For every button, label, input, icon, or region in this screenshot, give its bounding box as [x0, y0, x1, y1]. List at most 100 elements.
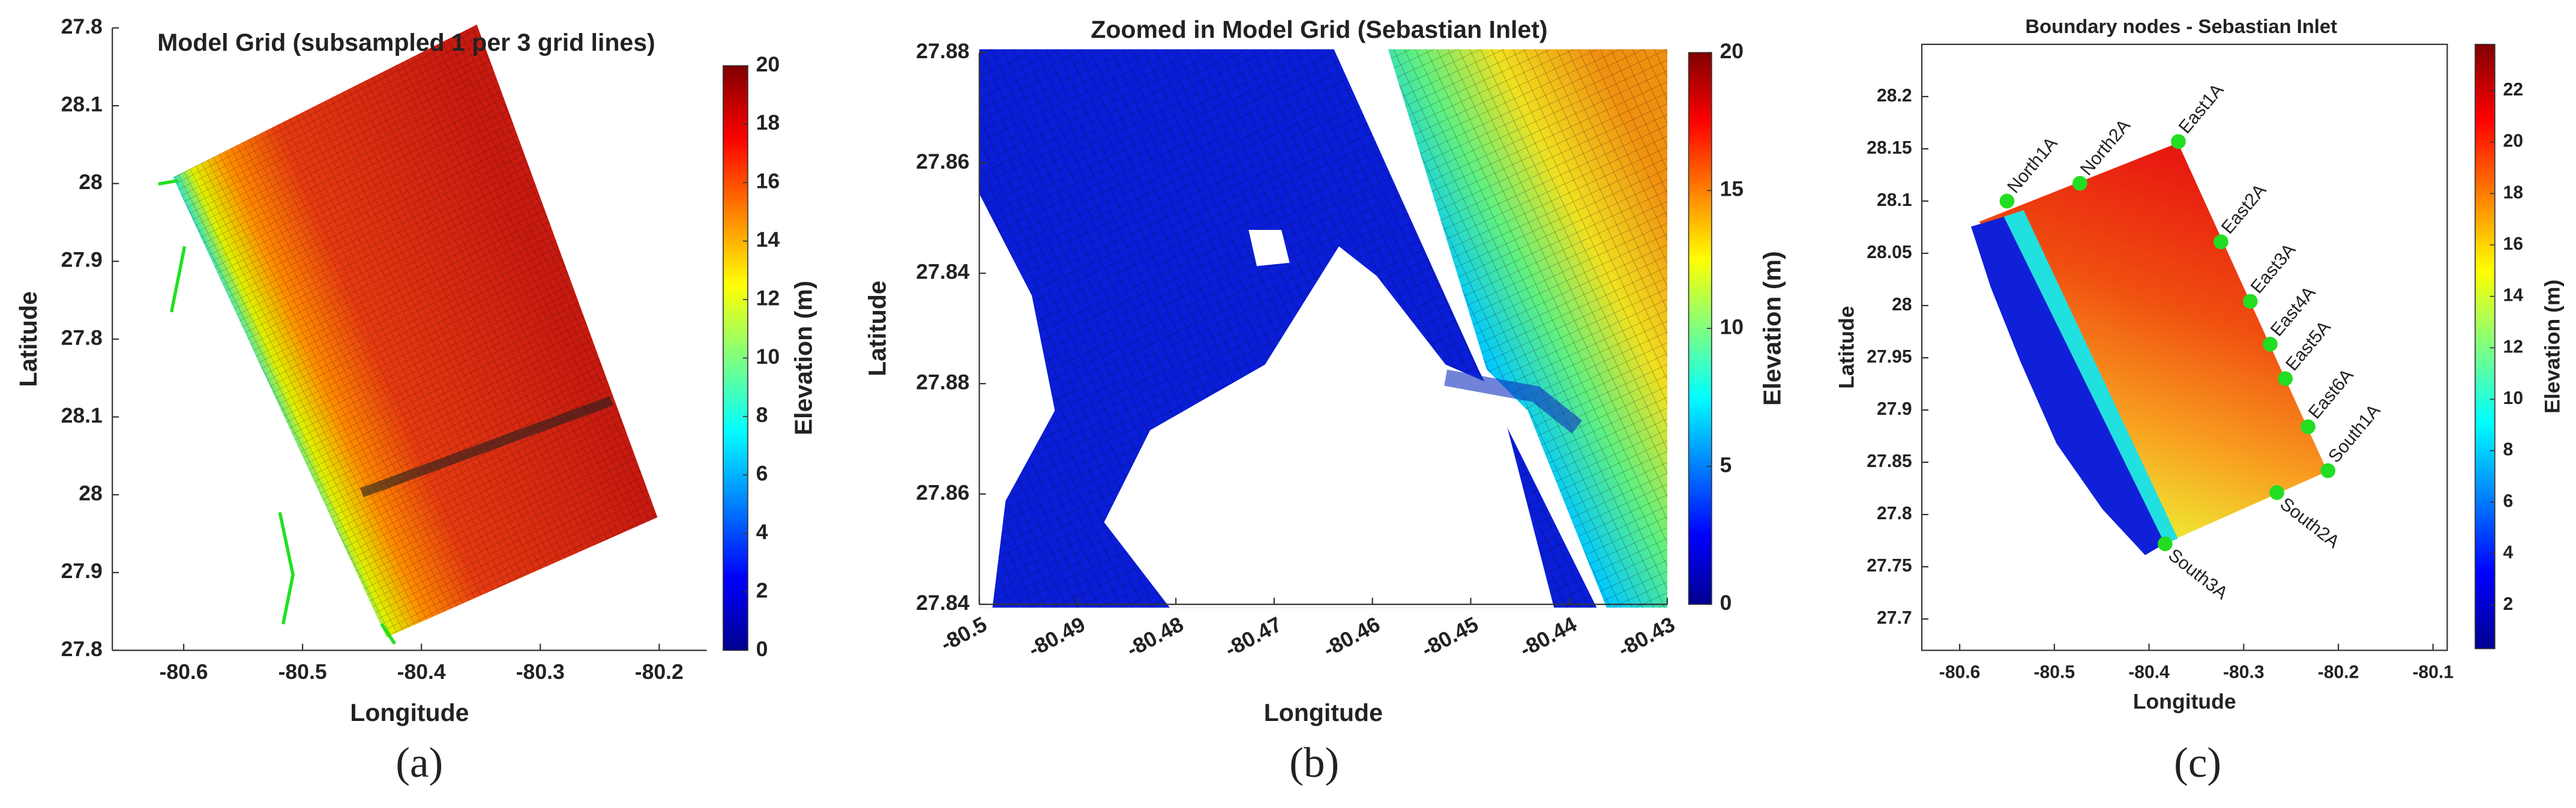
y-tick-label: 27.86	[916, 480, 969, 504]
panel-label: (b)	[1289, 740, 1339, 786]
colorbar-tick-label: 5	[1720, 453, 1732, 477]
x-tick-label: -80.48	[1123, 612, 1188, 662]
colorbar-label: Elevation (m)	[1759, 251, 1786, 406]
chart-title: Zoomed in Model Grid (Sebastian Inlet)	[1091, 16, 1547, 43]
x-tick-label: -80.47	[1221, 612, 1286, 662]
colorbar-tick-label: 16	[2503, 234, 2523, 254]
y-tick-label: 28.05	[1867, 243, 1912, 262]
boundary-node	[1999, 193, 2015, 209]
mesh-c	[1971, 143, 2328, 555]
boundary-node	[2243, 294, 2258, 309]
y-tick-label: 27.9	[61, 559, 103, 583]
y-tick-label: 27.9	[61, 248, 103, 272]
x-tick-label: -80.1	[2413, 663, 2454, 683]
colorbar-tick-label: 0	[1720, 591, 1732, 615]
colorbar-tick-label: 16	[756, 169, 780, 193]
y-tick-label: 28.1	[61, 403, 103, 427]
y-tick-label: 28.15	[1867, 138, 1912, 158]
colorbar-tick-label: 4	[2503, 543, 2513, 562]
y-tick-label: 27.75	[1867, 556, 1912, 576]
x-tick-label: -80.46	[1319, 612, 1384, 662]
y-axis-label: Latitude	[864, 280, 891, 376]
colorbar-tick-label: 12	[2503, 337, 2523, 357]
chart-title: Boundary nodes - Sebastian Inlet	[2025, 15, 2337, 37]
x-axis-label: Longitude	[350, 699, 469, 726]
boundary-node	[2263, 337, 2278, 352]
colorbar-tick-label: 15	[1720, 177, 1744, 201]
x-tick-label: -80.2	[635, 660, 684, 684]
colorbar-tick-label: 20	[756, 52, 780, 76]
y-tick-label: 27.8	[61, 14, 103, 38]
colorbar-tick-label: 10	[1720, 315, 1744, 339]
x-tick-label: -80.4	[2128, 663, 2170, 683]
boundary-node	[2278, 371, 2293, 387]
axes-frame	[1921, 43, 2448, 651]
colorbar-tick-label: 0	[756, 637, 768, 661]
y-tick-label: 27.8	[1877, 504, 1912, 523]
x-axis-label: Longitude	[1264, 699, 1383, 726]
colorbar-tick-label: 22	[2503, 80, 2523, 100]
x-tick-label: -80.4	[397, 660, 446, 684]
node-label: South2A	[2277, 494, 2343, 552]
y-axis-label: Latitude	[1834, 306, 1858, 388]
x-tick-label: -80.3	[2223, 663, 2265, 683]
y-tick-label: 28	[79, 481, 103, 505]
y-tick-label: 27.8	[61, 637, 103, 661]
node-label: South3A	[2164, 545, 2231, 603]
y-tick-label: 28.1	[61, 92, 103, 116]
boundary-node	[2158, 536, 2173, 552]
y-tick-label: 27.88	[916, 39, 969, 63]
colorbar-tick-label: 8	[2503, 440, 2513, 460]
y-tick-label: 28	[1892, 295, 1912, 315]
y-tick-label: 27.88	[916, 370, 969, 394]
y-tick-label: 27.84	[916, 260, 969, 284]
colorbar-tick-label: 10	[2503, 388, 2523, 408]
boundary-node	[2320, 463, 2336, 478]
boundary-node	[2072, 176, 2087, 191]
y-tick-label: 27.9	[1877, 399, 1912, 419]
x-tick-label: -80.2	[2318, 663, 2359, 683]
mesh-a	[158, 25, 658, 645]
colorbar-tick-label: 10	[756, 345, 780, 369]
node-label: North1A	[2003, 133, 2061, 197]
panel-label: (c)	[2174, 740, 2221, 786]
colorbar-tick-label: 4	[756, 520, 768, 544]
x-tick-label: -80.5	[278, 660, 327, 684]
y-tick-label: 28.2	[1877, 86, 1912, 106]
colorbar	[2475, 44, 2496, 650]
mesh-b	[979, 49, 1667, 608]
y-tick-label: 28.1	[1877, 190, 1912, 210]
y-tick-label: 27.7	[1877, 608, 1912, 628]
x-tick-label: -80.5	[2034, 663, 2075, 683]
colorbar-tick-label: 8	[756, 403, 768, 427]
colorbar-tick-label: 20	[2503, 131, 2523, 151]
colorbar-tick-label: 6	[2503, 491, 2513, 511]
node-label: South1A	[2325, 401, 2384, 467]
x-tick-label: -80.5	[936, 612, 990, 656]
colorbar-tick-label: 2	[2503, 594, 2513, 614]
colorbar-tick-label: 12	[756, 286, 780, 310]
node-label: East6A	[2305, 366, 2358, 423]
colorbar-tick-label: 14	[2503, 286, 2523, 306]
x-tick-label: -80.43	[1614, 612, 1679, 662]
boundary-node	[2301, 419, 2316, 435]
colorbar-tick-label: 20	[1720, 39, 1744, 63]
node-label: East1A	[2175, 80, 2228, 137]
x-tick-label: -80.44	[1516, 612, 1581, 662]
node-label: East3A	[2247, 240, 2300, 298]
colorbar-tick-label: 2	[756, 578, 768, 602]
colorbar-tick-label: 18	[756, 110, 780, 134]
colorbar-label: Elevation (m)	[2541, 280, 2565, 414]
y-tick-label: 27.84	[916, 591, 969, 615]
x-tick-label: -80.3	[516, 660, 565, 684]
x-tick-label: -80.45	[1418, 612, 1482, 662]
y-tick-label: 27.95	[1867, 347, 1912, 367]
x-tick-label: -80.6	[1939, 663, 1981, 683]
colorbar-label: Elevation (m)	[790, 281, 817, 436]
colorbar-tick-label: 18	[2503, 182, 2523, 202]
y-axis-label: Latitude	[14, 291, 42, 387]
panel-label: (a)	[396, 740, 443, 786]
y-tick-label: 27.86	[916, 149, 969, 173]
node-label: East2A	[2218, 181, 2271, 238]
